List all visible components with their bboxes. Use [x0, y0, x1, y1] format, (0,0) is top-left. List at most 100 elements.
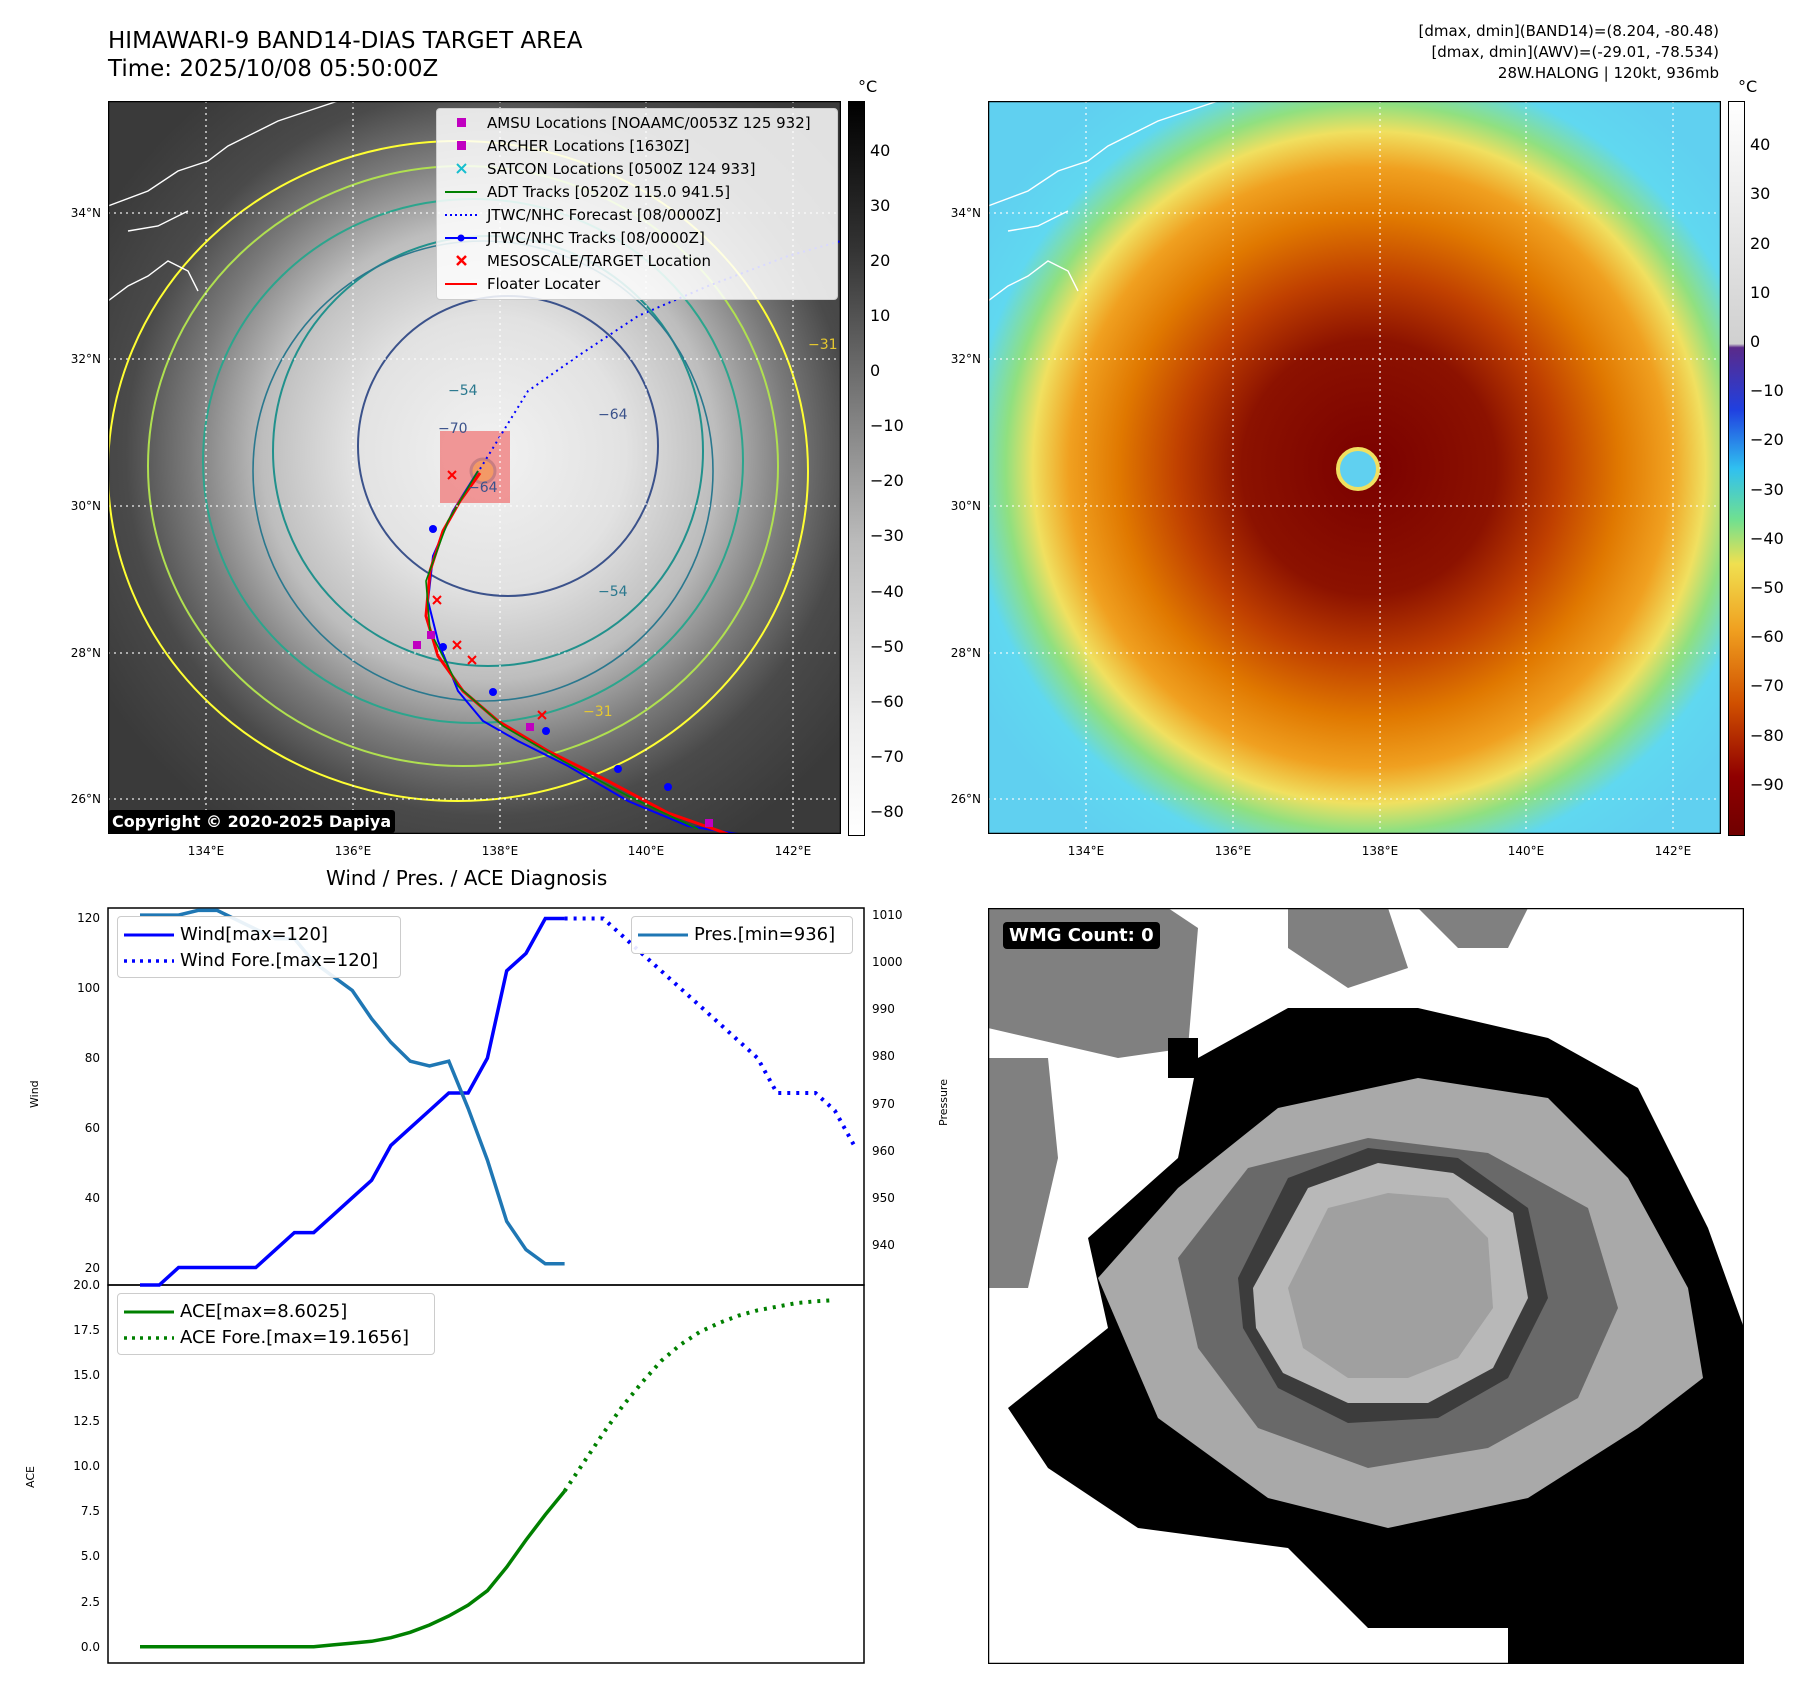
- pressure-line: [140, 908, 565, 1266]
- info-line1: [dmax, dmin](BAND14)=(8.204, -80.48): [1418, 22, 1719, 40]
- wind-tick: 120: [77, 911, 100, 926]
- copyright-label: Copyright © 2020-2025 Dapiya: [108, 810, 396, 833]
- pressure-axis-label: Pressure: [937, 1079, 950, 1126]
- ace-forecast-legend-label: ACE Fore.[max=19.1656]: [180, 1327, 409, 1348]
- ace-tick: 7.5: [80, 1504, 100, 1519]
- wmg-count-badge: WMG Count: 0: [1003, 922, 1160, 949]
- contour-label: −31: [808, 337, 838, 353]
- ir-colorbar-tick: −50: [870, 636, 904, 656]
- awv-colorbar-tick: −60: [1750, 627, 1784, 647]
- awv-lat-label: 34°N: [950, 206, 981, 220]
- legend-label: SATCON Locations [0500Z 124 933]: [487, 160, 756, 178]
- ir-lon-label: 136°E: [334, 844, 372, 858]
- contour-label: −64: [598, 407, 628, 423]
- wind-tick: 40: [84, 1190, 100, 1205]
- wind-legend-label: Wind[max=120]: [180, 924, 328, 945]
- awv-colorbar-unit: °C: [1738, 77, 1758, 96]
- ir-colorbar-tick: −60: [870, 691, 904, 711]
- wind-legend: Wind[max=120] Wind Fore.[max=120]: [117, 916, 401, 978]
- wind-tick: 100: [77, 981, 100, 996]
- ace-tick: 5.0: [80, 1549, 100, 1564]
- contour-label: −31: [583, 704, 613, 720]
- figure-title-line2: Time: 2025/10/08 05:50:00Z: [108, 56, 439, 82]
- pressure-tick: 970: [872, 1096, 895, 1111]
- awv-colorbar-tick: 40: [1750, 135, 1771, 155]
- ir-colorbar-tick: −70: [870, 746, 904, 766]
- pressure-tick: 950: [872, 1190, 895, 1205]
- ace-tick: 20.0: [73, 1278, 100, 1292]
- info-line3: 28W.HALONG | 120kt, 936mb: [1497, 64, 1719, 82]
- awv-colorbar-tick: 10: [1750, 282, 1771, 302]
- ir-colorbar-tick: 0: [870, 361, 881, 381]
- awv-lon-label: 134°E: [1067, 844, 1105, 858]
- awv-lat-label: 32°N: [950, 352, 981, 366]
- awv-colorbar-tick: 0: [1750, 332, 1761, 352]
- legend-label: ADT Tracks [0520Z 115.0 941.5]: [487, 183, 731, 201]
- wind-line: [140, 916, 565, 1287]
- pressure-tick: 1010: [872, 908, 903, 923]
- ir-colorbar-tick: −40: [870, 581, 904, 601]
- pressure-legend-label: Pres.[min=936]: [694, 924, 836, 945]
- pressure-tick: 960: [872, 1143, 895, 1158]
- contour-label: −54: [448, 383, 478, 399]
- awv-lon-label: 142°E: [1654, 844, 1692, 858]
- ir-colorbar-tick: −20: [870, 471, 904, 491]
- ir-lat-label: 32°N: [70, 352, 101, 366]
- awv-colorbar-tick: 20: [1750, 233, 1771, 253]
- ir-lon-label: 142°E: [774, 844, 812, 858]
- awv-colorbar-tick: −80: [1750, 725, 1784, 745]
- ace-legend: ACE[max=8.6025] ACE Fore.[max=19.1656]: [117, 1293, 435, 1355]
- diagnosis-chart: [107, 907, 865, 1664]
- ir-colorbar: [848, 101, 865, 836]
- ace-tick: 0.0: [80, 1639, 100, 1654]
- amsu-marker-icon: [457, 118, 466, 127]
- awv-colorbar-tick: 30: [1750, 184, 1771, 204]
- legend-label: Floater Locater: [487, 275, 601, 293]
- ir-colorbar-tick: −30: [870, 526, 904, 546]
- legend-label: JTWC/NHC Tracks [08/0000Z]: [487, 229, 705, 247]
- diagnosis-title: Wind / Pres. / ACE Diagnosis: [326, 866, 608, 890]
- pressure-tick: 940: [872, 1237, 895, 1252]
- ir-colorbar-tick: 30: [870, 195, 891, 215]
- ace-legend-label: ACE[max=8.6025]: [180, 1301, 348, 1322]
- ir-lat-label: 26°N: [70, 792, 101, 806]
- awv-lon-label: 140°E: [1507, 844, 1545, 858]
- pressure-legend: Pres.[min=936]: [631, 916, 853, 954]
- pressure-tick: 1000: [872, 955, 903, 970]
- awv-colorbar-tick: −90: [1750, 774, 1784, 794]
- legend-label: AMSU Locations [NOAAMC/0053Z 125 932]: [487, 114, 811, 132]
- wind-tick: 60: [84, 1120, 100, 1135]
- contour-label: −54: [598, 584, 628, 600]
- wind-tick: 20: [84, 1260, 100, 1275]
- ir-lat-label: 34°N: [70, 206, 101, 220]
- pressure-tick: 980: [872, 1049, 895, 1064]
- awv-colorbar-tick: −40: [1750, 528, 1784, 548]
- ir-colorbar-tick: 10: [870, 305, 891, 325]
- ir-colorbar-tick: −10: [870, 416, 904, 436]
- contour-label: −70: [438, 421, 468, 437]
- satcon-marker-icon: [456, 163, 467, 174]
- ir-lat-label: 30°N: [70, 499, 101, 513]
- ace-tick: 15.0: [73, 1368, 100, 1383]
- legend-label: JTWC/NHC Forecast [08/0000Z]: [487, 206, 722, 224]
- awv-lat-label: 28°N: [950, 646, 981, 660]
- awv-satellite-map: [988, 101, 1721, 834]
- awv-lon-label: 138°E: [1361, 844, 1399, 858]
- archer-marker-icon: [457, 141, 466, 150]
- wind-tick: 80: [84, 1051, 100, 1066]
- ir-colorbar-unit: °C: [858, 77, 878, 96]
- legend-label: MESOSCALE/TARGET Location: [487, 252, 712, 270]
- awv-colorbar-tick: −20: [1750, 430, 1784, 450]
- legend-label: ARCHER Locations [1630Z]: [487, 137, 690, 155]
- ace-tick: 12.5: [73, 1413, 100, 1428]
- ir-lon-label: 140°E: [627, 844, 665, 858]
- wind-axis-label: Wind: [28, 1080, 41, 1108]
- awv-lat-label: 30°N: [950, 499, 981, 513]
- awv-colorbar: [1728, 101, 1745, 836]
- ace-tick: 17.5: [73, 1323, 100, 1338]
- awv-colorbar-tick: −30: [1750, 479, 1784, 499]
- wind-forecast-legend-label: Wind Fore.[max=120]: [180, 950, 379, 971]
- ir-colorbar-tick: 40: [870, 140, 891, 160]
- pressure-tick: 990: [872, 1002, 895, 1017]
- target-marker-icon: [456, 255, 467, 266]
